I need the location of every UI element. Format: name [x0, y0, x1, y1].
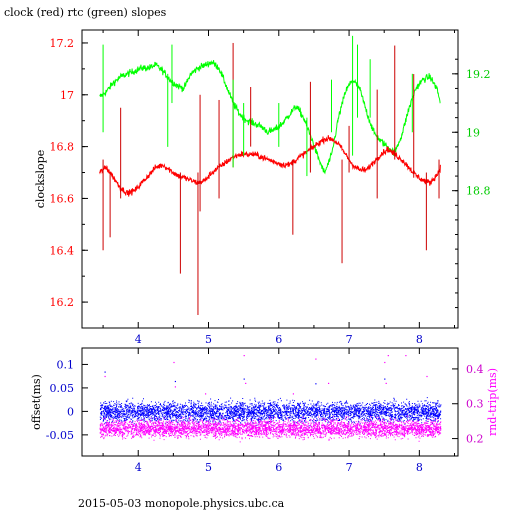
rndtrip-outlier-point	[243, 355, 245, 357]
rndtrip-outlier-point	[205, 393, 207, 395]
offset-x-tick-label: 6	[275, 461, 282, 474]
slope-x-tick-label: 4	[135, 333, 142, 346]
rndtrip-y-tick-label: 0.3	[466, 398, 484, 411]
slope-x-tick-label: 5	[205, 333, 212, 346]
rndtrip-outlier-point	[173, 361, 175, 364]
slope-y-tick-label: 16.8	[50, 141, 75, 154]
rndtrip-outlier-point	[426, 375, 428, 378]
rndtrip-outlier-point	[104, 375, 106, 378]
rndtrip-outlier-point	[174, 386, 176, 388]
slope-y-tick-label: 16.6	[50, 192, 75, 205]
slope-y-tick-label: 17	[60, 89, 74, 102]
offset-series-layer	[99, 355, 442, 443]
rndtrip-outlier-point	[328, 382, 330, 384]
rndtrip-y-axis-label: rnd-trip(ms)	[486, 368, 499, 436]
slope-plot-frame	[81, 29, 459, 329]
rndtrip-outlier-point	[405, 355, 407, 357]
offset-y-tick-label: 0.1	[57, 358, 75, 371]
slope-panel: 4 5 6 7 8 16.2 16.4 16.6 16.8 17 17.2 18.8 19 19.2 cl…	[34, 29, 491, 346]
rtc-y-tick-label: 18.8	[466, 185, 491, 198]
slope-series-layer	[99, 35, 441, 316]
slope-x-tick-label: 7	[346, 333, 353, 346]
offset-outlier-point	[104, 371, 106, 373]
rndtrip-scatter	[99, 415, 442, 443]
offset-y-tick-label: -0.05	[46, 429, 74, 442]
rndtrip-y-tick-label: 0.2	[466, 433, 484, 446]
slope-x-tick-label: 8	[416, 333, 423, 346]
offset-panel: 4 5 6 7 8 -0.05 0 0.05 0.1 0.2 0.3 0.4 offset(ms) r…	[30, 347, 499, 474]
rndtrip-outlier-point	[384, 361, 386, 364]
offset-outlier-point	[174, 380, 176, 383]
offset-scatter	[99, 397, 442, 428]
rtc-y-tick-label: 19	[466, 126, 480, 139]
rtc-slope-line	[99, 59, 441, 175]
slope-x-tick-label: 6	[275, 333, 282, 346]
offset-x-tick-label: 4	[135, 461, 142, 474]
offset-x-tick-label: 7	[346, 461, 353, 474]
rtc-y-tick-label: 19.2	[466, 68, 491, 81]
rndtrip-y-tick-label: 0.4	[466, 363, 484, 376]
slope-axes-layer: 4 5 6 7 8 16.2 16.4 16.6 16.8 17 17.2 18.8 19 19.2	[50, 30, 491, 346]
slope-y-tick-label: 16.2	[50, 296, 75, 309]
offset-outlier-point	[315, 383, 317, 385]
footer-caption: 2015-05-03 monopole.physics.ubc.ca	[78, 497, 285, 510]
offset-outlier-point	[243, 378, 245, 380]
rndtrip-outlier-point	[315, 358, 317, 360]
offset-outlier-point	[384, 378, 386, 380]
offset-x-tick-label: 5	[205, 461, 212, 474]
offset-x-tick-label: 8	[416, 461, 423, 474]
slope-y-tick-label: 16.4	[50, 244, 75, 257]
slope-y-axis-label: clockslope	[34, 150, 47, 208]
clock-slope-line	[99, 135, 441, 197]
rndtrip-outlier-point	[387, 355, 389, 357]
rndtrip-outlier-point	[292, 393, 294, 395]
offset-plot-frame	[81, 347, 459, 457]
offset-axes-layer: 4 5 6 7 8 -0.05 0 0.05 0.1 0.2 0.3 0.4	[46, 348, 484, 474]
rndtrip-outlier-point	[245, 382, 247, 384]
rndtrip-outlier-point	[385, 382, 387, 384]
offset-y-tick-label: 0	[67, 405, 74, 418]
offset-y-axis-label: offset(ms)	[30, 374, 43, 430]
offset-y-tick-label: 0.05	[50, 382, 75, 395]
slope-y-tick-label: 17.2	[50, 37, 75, 50]
plot-title: clock (red) rtc (green) slopes	[4, 6, 167, 19]
